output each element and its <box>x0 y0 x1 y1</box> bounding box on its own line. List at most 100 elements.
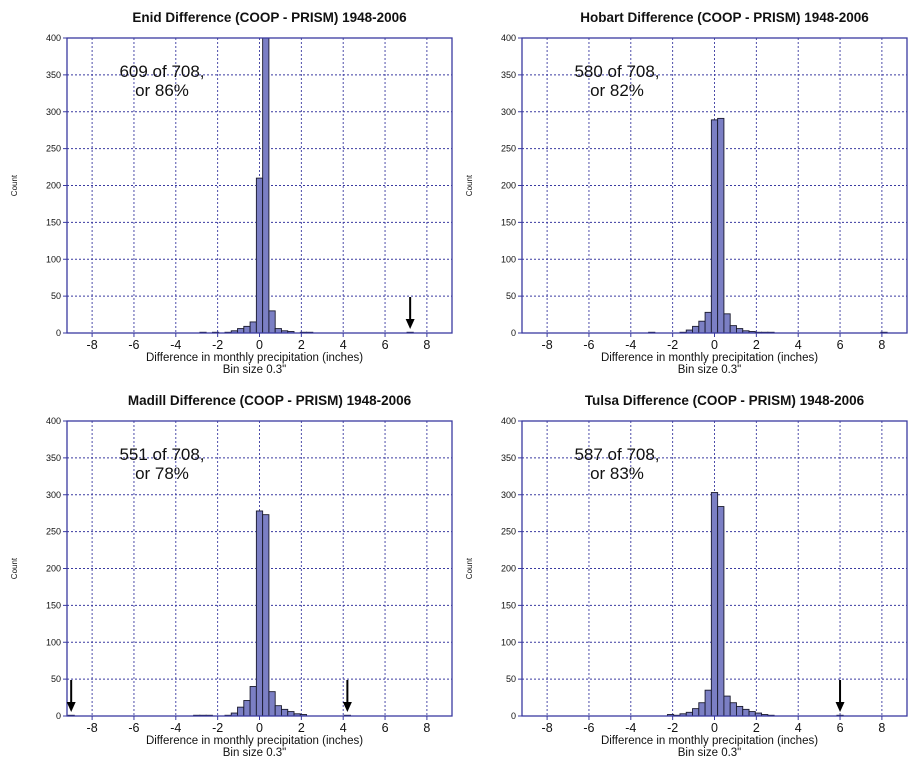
y-tick-label: 100 <box>501 637 516 647</box>
chart-title: Enid Difference (COOP - PRISM) 1948-2006 <box>132 10 407 25</box>
count-annotation: 580 of 708, <box>574 62 659 81</box>
histogram-bar <box>717 506 725 717</box>
x-tick-label: -8 <box>542 338 553 352</box>
count-annotation: 609 of 708, <box>119 62 204 81</box>
x-tick-label: 8 <box>423 338 430 352</box>
chart-title: Tulsa Difference (COOP - PRISM) 1948-200… <box>585 393 865 408</box>
y-tick-label: 50 <box>506 291 516 301</box>
histogram-panel-tulsa: Tulsa Difference (COOP - PRISM) 1948-200… <box>455 383 909 765</box>
histogram-bar <box>274 328 282 334</box>
outlier-arrow-head <box>835 702 845 712</box>
histogram-bar <box>249 321 257 334</box>
histogram-bar <box>692 708 700 717</box>
x-tick-label: 2 <box>298 338 305 352</box>
x-tick-label: 6 <box>382 338 389 352</box>
y-tick-label: 150 <box>46 217 61 227</box>
x-axis-label: Difference in monthly precipitation (inc… <box>146 735 363 747</box>
count-annotation: or 86% <box>135 81 189 100</box>
y-tick-label: 300 <box>46 107 61 117</box>
outlier-arrow-head <box>342 702 352 712</box>
histogram-bar <box>255 510 264 717</box>
y-tick-label: 400 <box>501 33 516 43</box>
histogram-bar <box>268 691 276 717</box>
histogram-bar <box>704 689 712 717</box>
histogram-bar <box>243 700 251 717</box>
histogram-bar <box>723 313 731 334</box>
y-tick-label: 250 <box>46 527 61 537</box>
y-tick-label: 50 <box>51 291 61 301</box>
histogram-bar <box>698 320 706 334</box>
y-tick-label: 0 <box>56 711 61 721</box>
y-tick-label: 200 <box>46 564 61 574</box>
histogram-panel-enid: Enid Difference (COOP - PRISM) 1948-2006… <box>0 0 454 382</box>
histogram-bar <box>698 702 706 717</box>
histogram-svg: Madill Difference (COOP - PRISM) 1948-20… <box>10 393 453 759</box>
x-axis-sublabel: Bin size 0.3" <box>223 364 287 376</box>
x-tick-label: 8 <box>423 721 430 735</box>
x-tick-label: -8 <box>87 338 98 352</box>
y-tick-label: 50 <box>51 674 61 684</box>
y-tick-label: 250 <box>501 527 516 537</box>
outlier-arrow-head <box>405 319 415 329</box>
x-tick-label: -4 <box>625 338 636 352</box>
x-axis-sublabel: Bin size 0.3" <box>223 747 287 759</box>
x-tick-label: 0 <box>256 338 263 352</box>
x-tick-label: 2 <box>753 338 760 352</box>
x-tick-label: -2 <box>667 338 678 352</box>
histogram-svg: Tulsa Difference (COOP - PRISM) 1948-200… <box>465 393 908 759</box>
histogram-bar <box>237 706 245 717</box>
y-tick-label: 150 <box>501 600 516 610</box>
x-tick-label: 8 <box>878 721 885 735</box>
y-tick-label: 350 <box>501 70 516 80</box>
x-tick-label: -8 <box>542 721 553 735</box>
histogram-bar <box>274 705 282 717</box>
x-tick-label: 4 <box>340 338 347 352</box>
histogram-panel-hobart: Hobart Difference (COOP - PRISM) 1948-20… <box>455 0 909 382</box>
y-axis-label: Count <box>10 557 19 579</box>
histogram-bar <box>249 686 257 717</box>
histogram-bar <box>729 702 737 717</box>
x-axis-sublabel: Bin size 0.3" <box>678 364 742 376</box>
histogram-bar <box>287 711 295 717</box>
y-tick-label: 300 <box>501 490 516 500</box>
histogram-bar <box>255 177 264 334</box>
y-tick-label: 250 <box>501 144 516 154</box>
y-tick-label: 400 <box>501 416 516 426</box>
x-axis-label: Difference in monthly precipitation (inc… <box>601 352 818 364</box>
x-tick-label: -6 <box>583 721 594 735</box>
y-axis-label: Count <box>10 174 19 196</box>
count-annotation: or 82% <box>590 81 644 100</box>
y-tick-label: 400 <box>46 416 61 426</box>
x-tick-label: -2 <box>212 721 223 735</box>
y-tick-label: 50 <box>506 674 516 684</box>
histogram-bar <box>704 311 712 334</box>
histogram-bar <box>742 708 750 717</box>
y-axis-label: Count <box>465 174 474 196</box>
histogram-bar <box>262 514 270 717</box>
x-axis-sublabel: Bin size 0.3" <box>678 747 742 759</box>
histogram-bar <box>736 328 744 334</box>
histogram-bar <box>243 325 251 334</box>
y-tick-label: 0 <box>56 328 61 338</box>
outlier-arrow-head <box>66 702 76 712</box>
y-tick-label: 400 <box>46 33 61 43</box>
y-tick-label: 300 <box>501 107 516 117</box>
histogram-svg: Enid Difference (COOP - PRISM) 1948-2006… <box>10 10 453 376</box>
x-axis-label: Difference in monthly precipitation (inc… <box>601 735 818 747</box>
count-annotation: 587 of 708, <box>574 445 659 464</box>
x-tick-label: 2 <box>298 721 305 735</box>
x-tick-label: 2 <box>753 721 760 735</box>
x-tick-label: -2 <box>212 338 223 352</box>
histogram-bar <box>729 325 737 334</box>
count-annotation: or 78% <box>135 464 189 483</box>
x-tick-label: 6 <box>837 338 844 352</box>
histogram-bar <box>237 328 245 334</box>
x-tick-label: 4 <box>795 721 802 735</box>
x-axis-label: Difference in monthly precipitation (inc… <box>146 352 363 364</box>
histogram-bar <box>281 708 289 717</box>
x-tick-label: -4 <box>625 721 636 735</box>
y-tick-label: 100 <box>501 254 516 264</box>
histogram-bar <box>710 119 719 334</box>
x-tick-label: -8 <box>87 721 98 735</box>
x-tick-label: -4 <box>170 338 181 352</box>
